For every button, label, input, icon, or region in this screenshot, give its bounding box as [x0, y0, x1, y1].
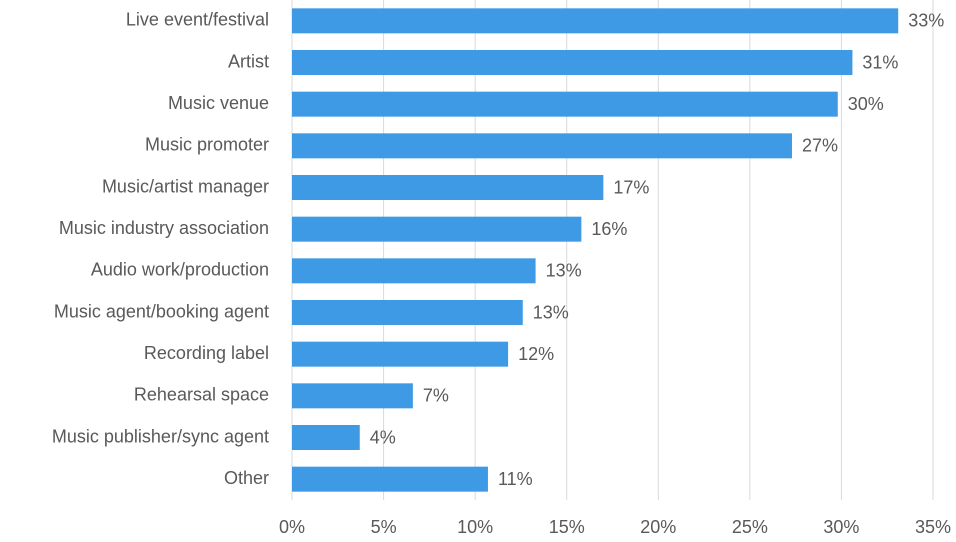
y-tick-label: Audio work/production	[91, 260, 269, 280]
bar	[292, 383, 413, 409]
data-label: 31%	[862, 52, 898, 72]
bar	[292, 133, 792, 159]
x-tick-label: 25%	[732, 517, 768, 537]
bar	[292, 300, 523, 325]
y-tick-label: Artist	[228, 51, 269, 71]
y-tick-label: Music agent/booking agent	[54, 301, 269, 321]
y-tick-label: Music/artist manager	[102, 176, 269, 196]
y-tick-label: Music venue	[168, 93, 269, 113]
y-tick-label: Music publisher/sync agent	[52, 426, 269, 446]
bar	[292, 216, 582, 242]
x-tick-label: 5%	[371, 517, 397, 537]
bar	[292, 466, 488, 492]
y-tick-label: Music promoter	[145, 135, 269, 155]
y-tick-label: Music industry association	[59, 218, 269, 238]
data-label: 13%	[546, 261, 582, 281]
bar	[292, 50, 853, 75]
data-label: 30%	[848, 94, 884, 114]
bar	[292, 175, 604, 200]
bar	[292, 91, 838, 117]
x-tick-label: 15%	[549, 517, 585, 537]
x-tick-label: 20%	[640, 517, 676, 537]
x-tick-label: 30%	[823, 517, 859, 537]
y-tick-label: Live event/festival	[126, 10, 269, 30]
data-label: 33%	[908, 11, 944, 31]
y-tick-label: Rehearsal space	[134, 385, 269, 405]
y-tick-label: Other	[224, 468, 269, 488]
x-tick-label: 0%	[279, 517, 305, 537]
data-label: 4%	[370, 427, 396, 447]
data-label: 27%	[802, 136, 838, 156]
bar	[292, 341, 509, 367]
bar	[292, 258, 536, 284]
bar	[292, 425, 360, 450]
data-label: 7%	[423, 386, 449, 406]
data-label: 17%	[613, 177, 649, 197]
data-label: 16%	[591, 219, 627, 239]
data-label: 13%	[533, 302, 569, 322]
data-label: 12%	[518, 344, 554, 364]
x-tick-label: 10%	[457, 517, 493, 537]
x-tick-label: 35%	[915, 517, 951, 537]
bar	[292, 8, 899, 34]
y-tick-label: Recording label	[144, 343, 269, 363]
data-label: 11%	[498, 469, 533, 489]
